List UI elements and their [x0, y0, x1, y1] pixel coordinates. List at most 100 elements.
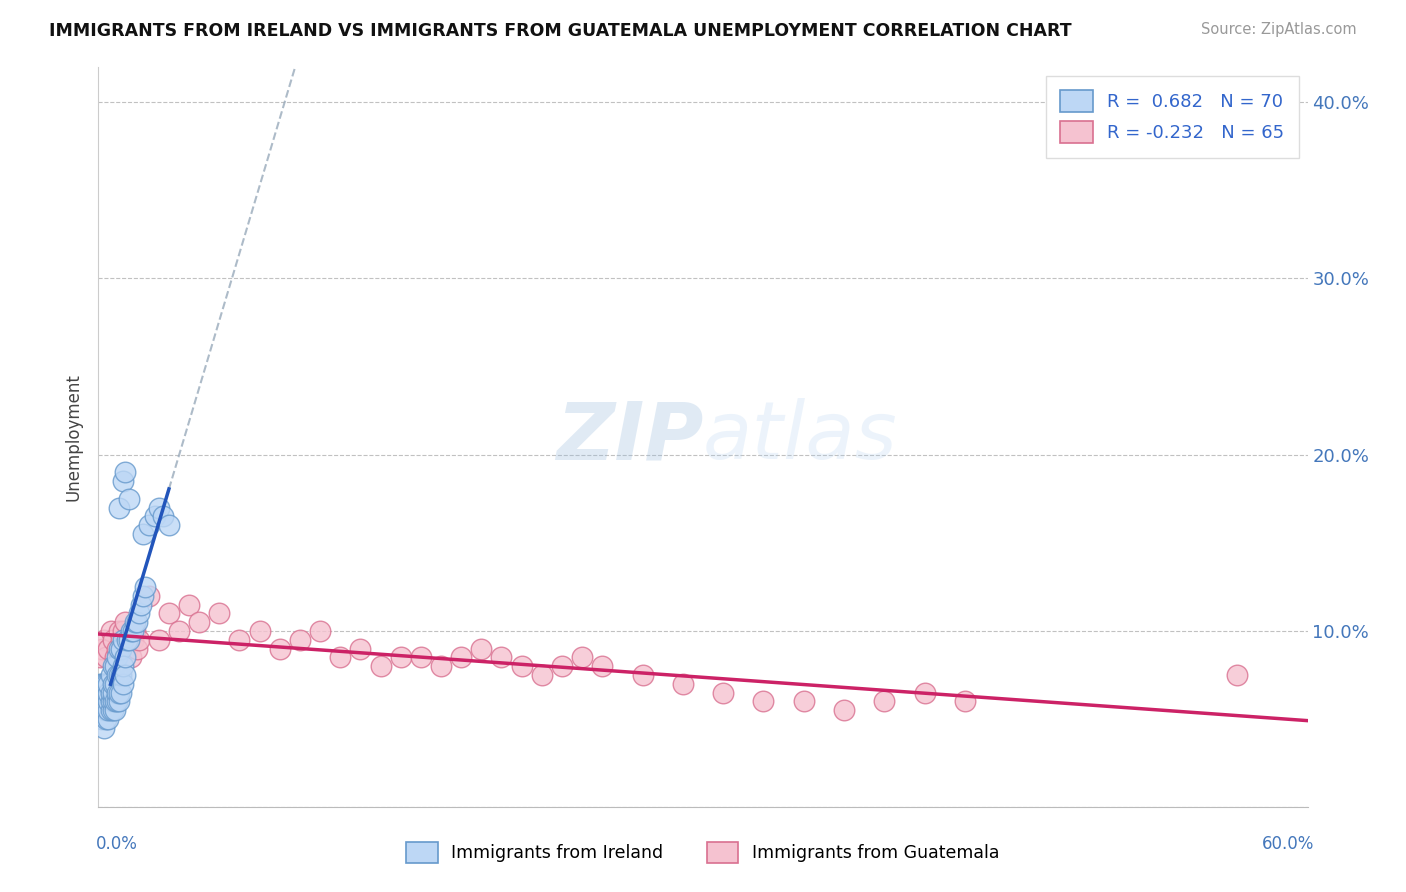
Point	[101, 686, 124, 700]
Point	[120, 624, 142, 638]
Point	[124, 615, 146, 630]
Point	[118, 632, 141, 647]
Point	[107, 500, 129, 515]
Point	[105, 668, 128, 682]
Point	[91, 686, 114, 700]
Point	[89, 694, 111, 708]
Point	[111, 632, 134, 647]
Point	[228, 632, 250, 647]
Point	[349, 641, 371, 656]
Point	[125, 641, 148, 656]
Point	[100, 694, 122, 708]
Point	[157, 518, 180, 533]
Point	[97, 694, 120, 708]
Point	[97, 677, 120, 691]
Point	[97, 712, 120, 726]
Point	[103, 677, 125, 691]
Point	[128, 632, 150, 647]
Point	[96, 650, 118, 665]
Point	[97, 686, 120, 700]
Point	[491, 650, 513, 665]
Point	[114, 466, 136, 480]
Point	[118, 491, 141, 506]
Point	[510, 659, 533, 673]
Point	[120, 650, 142, 665]
Text: atlas: atlas	[703, 398, 898, 476]
Point	[93, 703, 115, 717]
Point	[101, 659, 124, 673]
Point	[132, 527, 155, 541]
Point	[100, 668, 122, 682]
Point	[138, 589, 160, 603]
Point	[370, 659, 392, 673]
Point	[121, 632, 143, 647]
Point	[107, 694, 129, 708]
Point	[148, 632, 170, 647]
Point	[389, 650, 412, 665]
Point	[111, 474, 134, 488]
Point	[672, 677, 695, 691]
Point	[953, 694, 976, 708]
Point	[100, 703, 122, 717]
Point	[124, 624, 146, 638]
Point	[631, 668, 654, 682]
Point	[110, 668, 132, 682]
Point	[96, 677, 118, 691]
Point	[105, 694, 128, 708]
Point	[873, 694, 896, 708]
Point	[97, 703, 120, 717]
Point	[96, 703, 118, 717]
Point	[101, 632, 124, 647]
Point	[551, 659, 574, 673]
Point	[111, 624, 134, 638]
Legend: Immigrants from Ireland, Immigrants from Guatemala: Immigrants from Ireland, Immigrants from…	[399, 835, 1007, 870]
Point	[157, 607, 180, 621]
Point	[93, 721, 115, 735]
Point	[128, 607, 150, 621]
Point	[111, 677, 134, 691]
Point	[591, 659, 613, 673]
Point	[91, 712, 114, 726]
Point	[110, 632, 132, 647]
Y-axis label: Unemployment: Unemployment	[65, 373, 83, 501]
Point	[269, 641, 291, 656]
Point	[93, 632, 115, 647]
Point	[91, 677, 114, 691]
Point	[121, 624, 143, 638]
Point	[114, 650, 136, 665]
Point	[118, 632, 141, 647]
Point	[179, 598, 201, 612]
Point	[208, 607, 231, 621]
Point	[132, 589, 155, 603]
Point	[97, 641, 120, 656]
Point	[105, 686, 128, 700]
Text: ZIP: ZIP	[555, 398, 703, 476]
Point	[96, 686, 118, 700]
Text: 60.0%: 60.0%	[1263, 835, 1315, 853]
Point	[114, 615, 136, 630]
Point	[110, 641, 132, 656]
Point	[105, 641, 128, 656]
Point	[138, 518, 160, 533]
Point	[93, 694, 115, 708]
Point	[115, 641, 138, 656]
Point	[711, 686, 734, 700]
Point	[107, 641, 129, 656]
Point	[793, 694, 815, 708]
Point	[103, 694, 125, 708]
Point	[114, 668, 136, 682]
Point	[96, 712, 118, 726]
Point	[409, 650, 432, 665]
Point	[107, 624, 129, 638]
Point	[91, 641, 114, 656]
Point	[329, 650, 352, 665]
Point	[129, 598, 152, 612]
Point	[450, 650, 472, 665]
Point	[107, 686, 129, 700]
Point	[89, 703, 111, 717]
Point	[288, 632, 311, 647]
Point	[101, 677, 124, 691]
Point	[100, 624, 122, 638]
Point	[134, 580, 156, 594]
Point	[125, 615, 148, 630]
